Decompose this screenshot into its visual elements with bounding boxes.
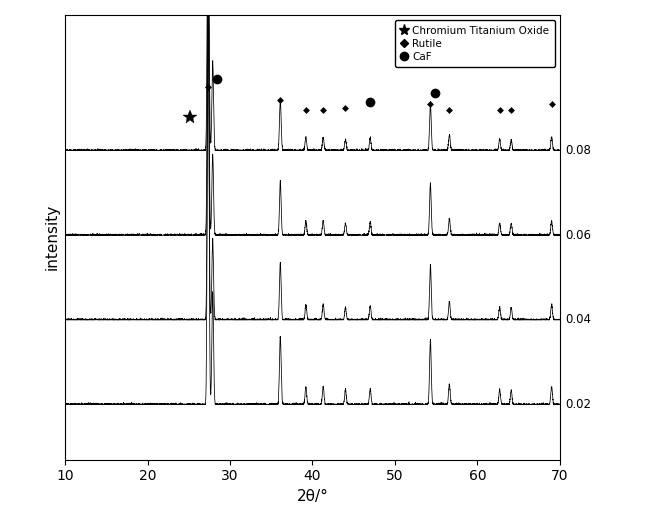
- Text: 0.02: 0.02: [566, 398, 591, 411]
- Legend: Chromium Titanium Oxide, Rutile, CaF: Chromium Titanium Oxide, Rutile, CaF: [395, 20, 555, 67]
- X-axis label: 2θ/°: 2θ/°: [297, 489, 328, 504]
- Text: 0.06: 0.06: [566, 229, 591, 242]
- Text: 0.08: 0.08: [566, 144, 591, 157]
- Text: 0.04: 0.04: [566, 314, 591, 326]
- Y-axis label: intensity: intensity: [44, 204, 59, 271]
